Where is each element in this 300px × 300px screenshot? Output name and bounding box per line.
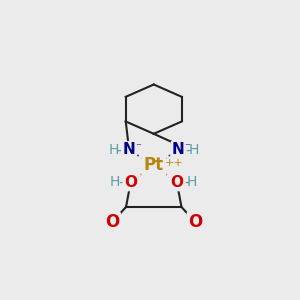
Text: -: - [186,142,191,158]
Text: ++: ++ [164,158,183,168]
Text: O: O [170,175,183,190]
Text: -: - [116,142,122,158]
Text: H: H [109,143,119,157]
Text: Pt: Pt [144,156,164,174]
Text: ⁻: ⁻ [184,142,190,152]
Text: -: - [118,175,123,190]
Text: H: H [187,175,197,189]
Text: O: O [105,213,119,231]
Text: N: N [123,142,136,158]
Text: O: O [188,213,202,231]
Text: -: - [184,175,190,190]
Text: ⁻: ⁻ [135,142,141,152]
Text: H: H [189,143,199,157]
Text: H: H [110,175,120,189]
Text: O: O [124,175,137,190]
Text: N: N [172,142,185,158]
